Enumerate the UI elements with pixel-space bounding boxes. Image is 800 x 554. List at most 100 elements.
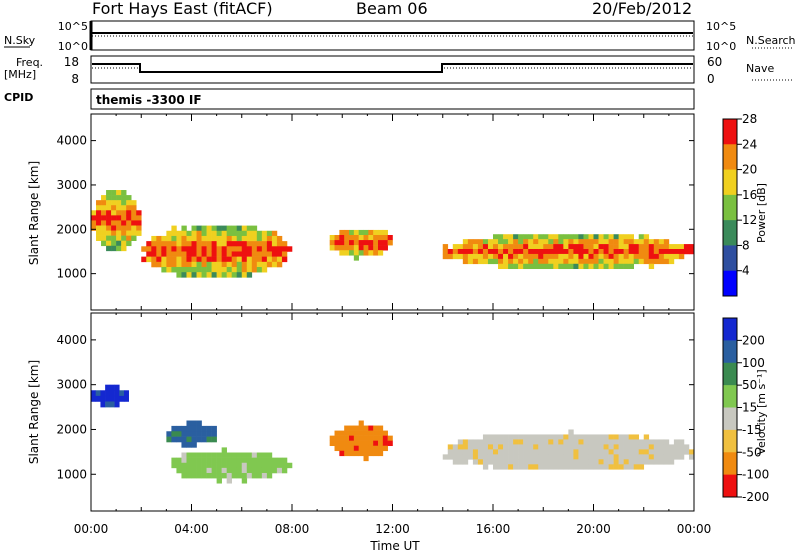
velocity-echo-cell [226, 457, 232, 464]
velocity-echo-cell [472, 439, 479, 445]
power-echo-cell [387, 240, 393, 246]
velocity-echo-cell [528, 434, 534, 440]
power-echo-cell [683, 244, 690, 250]
velocity-echo-cell [608, 464, 614, 470]
velocity-echo-cell [523, 459, 529, 465]
power-echo-cell [358, 240, 364, 246]
velocity-echo-cell [109, 384, 115, 391]
power-colorbar-segment [723, 169, 737, 196]
power-xaxis [90, 114, 695, 310]
power-echo-cell [349, 250, 355, 256]
velocity-echo-cell [553, 459, 559, 465]
velocity-colorbar-tick-label: 15 [742, 401, 757, 415]
power-echo-cell [111, 245, 117, 252]
velocity-echo-cell [353, 425, 359, 431]
power-echo-cell [498, 263, 504, 270]
power-echo-cell [236, 261, 243, 268]
power-echo-cell [231, 261, 238, 268]
power-echo-cell [503, 234, 509, 240]
velocity-echo-cell [598, 434, 604, 440]
power-echo-cell [487, 244, 494, 250]
power-echo-cell [211, 266, 217, 273]
power-echo-cell [131, 230, 137, 236]
velocity-echo-cell [618, 464, 624, 470]
velocity-echo-cell [382, 445, 388, 452]
power-echo-cell [151, 235, 157, 242]
power-echo-cell [548, 239, 554, 245]
velocity-echo-cell [344, 435, 350, 441]
power-echo-cell [276, 256, 283, 263]
velocity-echo-cell [678, 454, 685, 460]
velocity-echo-cell [467, 454, 474, 460]
power-echo-cell [191, 241, 197, 247]
velocity-echo-cell [487, 449, 494, 455]
velocity-echo-cell [211, 472, 217, 479]
power-echo-cell [598, 258, 604, 265]
power-echo-cell [226, 225, 232, 232]
power-echo-cell [339, 250, 345, 256]
power-echo-cell [151, 251, 157, 257]
power-echo-cell [498, 249, 504, 255]
power-echo-cell [598, 234, 604, 240]
power-echo-cell [603, 249, 609, 255]
velocity-echo-cell [105, 390, 111, 397]
power-echo-cell [131, 210, 137, 216]
velocity-echo-layer [91, 384, 695, 484]
power-echo-cell [191, 256, 197, 263]
velocity-echo-cell [503, 444, 509, 450]
power-echo-cell [518, 244, 524, 250]
power-echo-cell [251, 230, 258, 237]
power-echo-cell [533, 239, 539, 245]
power-echo-cell [482, 253, 489, 260]
velocity-echo-cell [548, 449, 554, 455]
velocity-echo-cell [171, 425, 177, 432]
velocity-echo-cell [196, 452, 202, 458]
power-echo-cell [191, 235, 197, 242]
nave-trace [92, 67, 693, 73]
power-echo-cell [638, 244, 645, 250]
velocity-echo-cell [548, 459, 554, 465]
velocity-echo-cell [578, 444, 584, 450]
velocity-echo-cell [578, 439, 584, 445]
power-echo-cell [256, 261, 263, 268]
power-echo-cell [146, 251, 152, 257]
velocity-echo-cell [368, 440, 374, 447]
velocity-echo-cell [176, 457, 182, 464]
velocity-echo-cell [211, 467, 217, 474]
power-echo-cell [528, 258, 534, 265]
power-echo-cell [563, 249, 569, 255]
power-echo-cell [171, 261, 177, 268]
power-echo-cell [513, 253, 519, 260]
power-echo-cell [583, 263, 589, 270]
velocity-echo-cell [457, 439, 464, 445]
power-echo-cell [226, 235, 232, 242]
power-echo-cell [528, 244, 534, 250]
power-echo-cell [101, 210, 107, 216]
power-colorbar-label: Power [dB] [755, 183, 768, 243]
velocity-echo-cell [583, 449, 589, 455]
velocity-echo-cell [613, 434, 619, 440]
power-echo-cell [131, 205, 137, 211]
power-echo-cell [623, 253, 629, 260]
power-echo-cell [116, 200, 122, 206]
velocity-echo-cell [508, 439, 514, 445]
time-tick-label: 16:00 [476, 522, 511, 536]
velocity-echo-cell [482, 464, 489, 470]
velocity-echo-cell [613, 454, 619, 460]
velocity-echo-cell [513, 459, 519, 465]
velocity-echo-cell [100, 395, 106, 402]
velocity-echo-cell [119, 390, 125, 397]
velocity-echo-cell [231, 462, 238, 469]
power-echo-cell [363, 240, 369, 246]
power-echo-cell [216, 261, 222, 268]
velocity-echo-cell [373, 440, 379, 447]
power-echo-cell [236, 225, 243, 232]
time-tick-label: 12:00 [375, 522, 410, 536]
power-echo-cell [568, 244, 574, 250]
power-echo-cell [457, 249, 464, 255]
power-echo-cell [121, 215, 127, 221]
nave-label: Nave [746, 62, 774, 75]
velocity-echo-cell [583, 464, 589, 470]
power-echo-cell [276, 261, 283, 268]
power-echo-cell [186, 266, 192, 273]
